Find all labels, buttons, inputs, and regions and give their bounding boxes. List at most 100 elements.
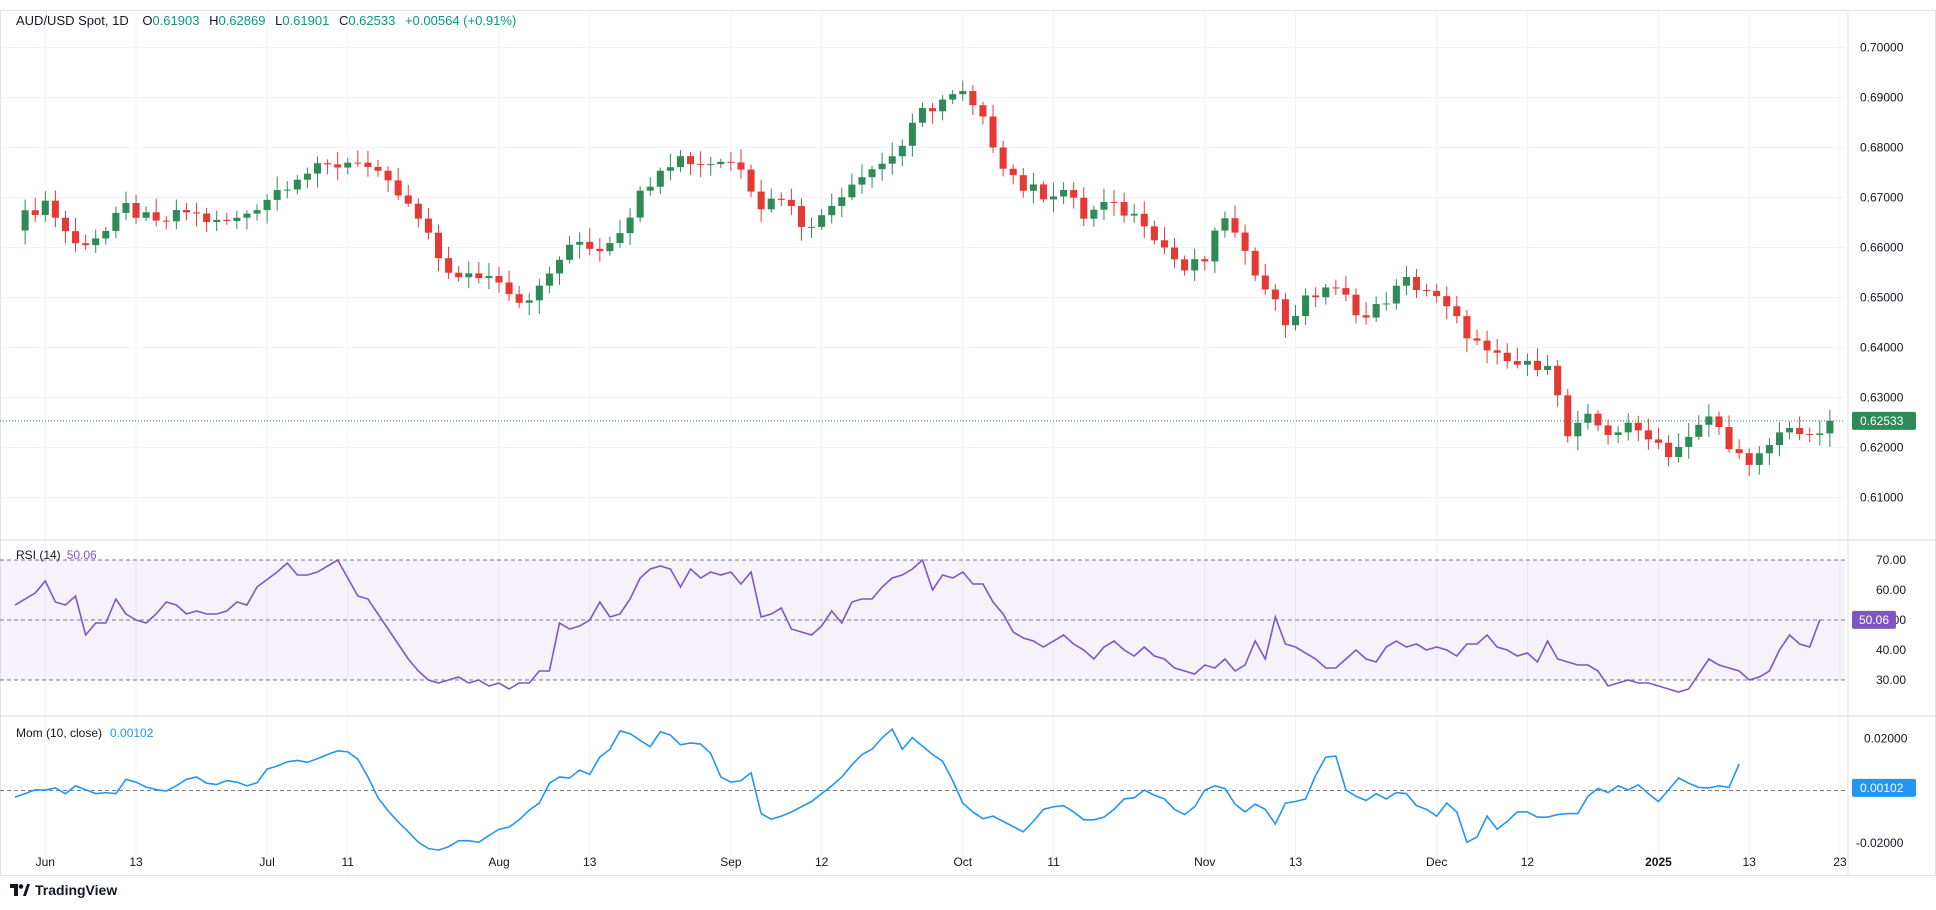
candle: [465, 261, 473, 289]
price-tick-label: 0.68000: [1860, 141, 1904, 155]
price-tick-label: 0.64000: [1860, 341, 1904, 355]
candle: [525, 293, 533, 316]
candle: [152, 198, 160, 227]
candle: [364, 150, 372, 177]
candle: [1312, 287, 1320, 308]
candle: [999, 140, 1007, 177]
price-candles: [21, 80, 1834, 477]
candle: [1261, 263, 1269, 295]
candle: [808, 217, 816, 238]
time-tick-label: Sep: [720, 855, 742, 869]
mom-last-label: 0.00102: [1860, 781, 1904, 795]
chart-frame: [0, 10, 1936, 876]
candle: [1624, 413, 1632, 441]
tradingview-icon: [10, 884, 30, 896]
candle: [848, 173, 856, 201]
candle: [1574, 410, 1582, 451]
time-tick-label: Dec: [1426, 855, 1447, 869]
candle: [1322, 283, 1330, 305]
candle: [566, 236, 574, 264]
candle: [1412, 269, 1421, 299]
time-tick-label: 11: [1047, 855, 1060, 869]
candle: [757, 179, 765, 222]
candle: [616, 219, 624, 248]
candle: [767, 188, 775, 213]
candle: [1070, 182, 1078, 209]
candle: [1019, 168, 1027, 198]
candle: [878, 152, 886, 181]
candle: [959, 80, 967, 102]
price-tick-label: 0.70000: [1860, 41, 1904, 55]
candle: [1251, 247, 1259, 282]
candle: [1160, 227, 1168, 254]
price-tick-label: 0.69000: [1860, 91, 1904, 105]
candle: [1755, 445, 1763, 475]
time-tick-label: 12: [1521, 855, 1535, 869]
candle: [1725, 415, 1733, 453]
candle: [434, 224, 443, 272]
brand-name: TradingView: [35, 882, 118, 898]
candle: [324, 159, 332, 175]
candle: [1090, 205, 1098, 227]
candle: [1150, 220, 1158, 245]
candle: [132, 194, 140, 224]
rsi-last-label: 50.06: [1859, 613, 1889, 627]
candle: [717, 158, 725, 169]
candle: [858, 164, 866, 194]
candle: [1039, 181, 1047, 203]
candle: [142, 206, 150, 222]
candle: [707, 156, 715, 176]
chart-header: AUD/USD Spot, 1D O0.61903 H0.62869 L0.61…: [16, 13, 517, 28]
price-tick-label: 0.63000: [1860, 391, 1904, 405]
candle: [253, 204, 261, 221]
candle: [92, 229, 100, 253]
last-price-label: 0.62533: [1860, 414, 1904, 428]
candle: [374, 159, 382, 177]
candle: [1302, 288, 1310, 325]
price-tick-label: 0.65000: [1860, 291, 1904, 305]
candle: [424, 207, 432, 240]
candle: [102, 227, 110, 245]
candle: [31, 197, 39, 222]
tradingview-logo[interactable]: TradingView: [10, 882, 117, 898]
candle: [555, 256, 564, 285]
candle: [1372, 296, 1380, 322]
candle: [888, 142, 896, 175]
candle: [1523, 353, 1531, 376]
candle: [41, 191, 49, 222]
candle: [535, 279, 543, 314]
candle: [1362, 302, 1370, 325]
candle: [485, 263, 493, 290]
candle: [929, 102, 937, 124]
candle: [1352, 288, 1360, 324]
candle: [1181, 255, 1189, 276]
candle: [515, 285, 523, 308]
candle: [1735, 439, 1743, 460]
candle: [838, 187, 846, 218]
candle: [1786, 421, 1794, 440]
mom-tick-label: 0.02000: [1864, 731, 1908, 745]
candle: [404, 185, 412, 207]
candle: [203, 207, 211, 233]
price-tick-label: 0.67000: [1860, 191, 1904, 205]
candle: [1392, 279, 1400, 310]
close-value: 0.62533: [348, 13, 396, 28]
candle: [313, 156, 322, 188]
time-tick-label: 11: [342, 855, 355, 869]
candle: [243, 210, 251, 230]
candle: [1423, 284, 1431, 297]
candle: [1402, 266, 1410, 296]
candle: [1473, 329, 1481, 346]
axes: 0.70000 0.69000 0.68000 0.67000 0.66000 0.650…: [0, 41, 1916, 869]
time-tick-label: 13: [1743, 855, 1757, 869]
candle: [1120, 192, 1128, 223]
candle: [1715, 411, 1723, 435]
rsi-line: [14, 558, 1821, 693]
candle: [1513, 347, 1521, 369]
candle: [344, 157, 352, 175]
candle: [949, 89, 957, 104]
candle: [445, 246, 453, 279]
candle: [969, 85, 977, 116]
open-value: 0.61903: [152, 13, 200, 28]
